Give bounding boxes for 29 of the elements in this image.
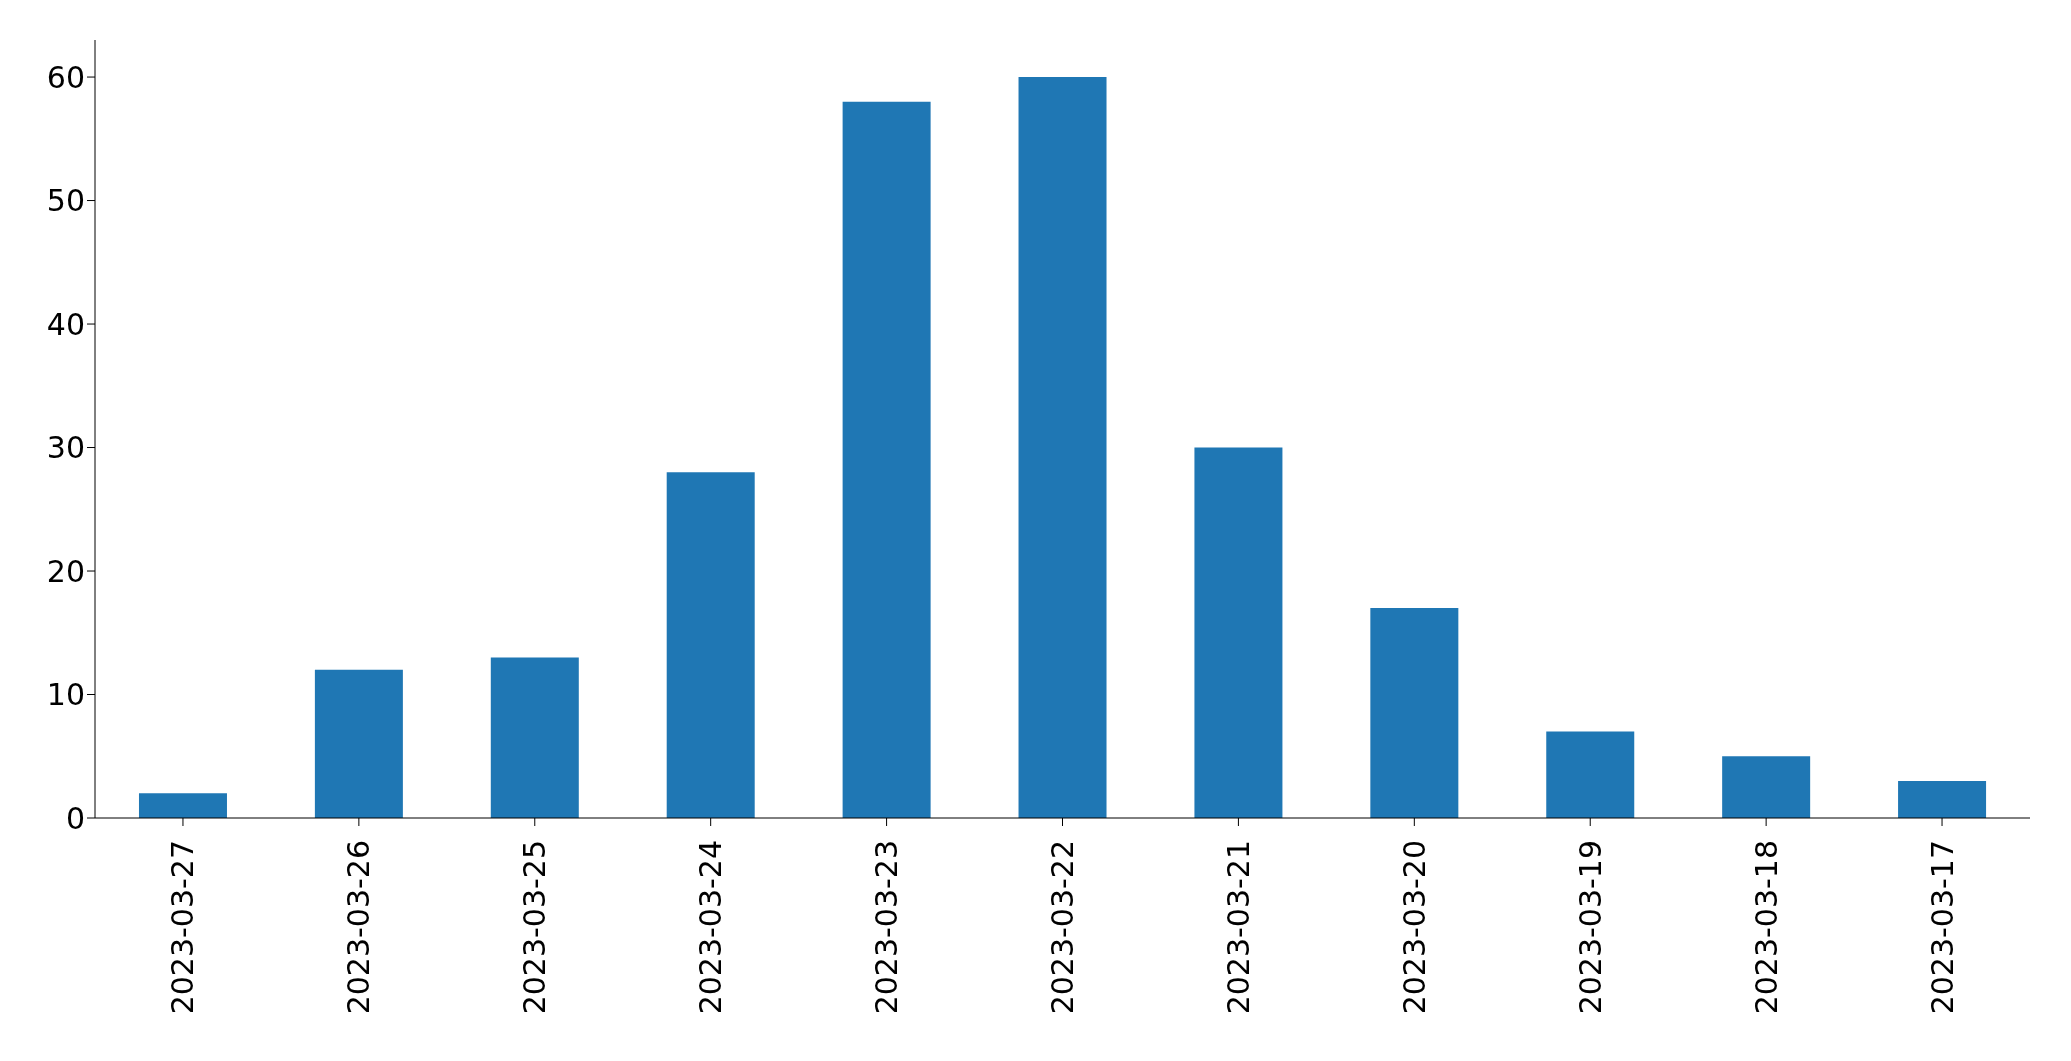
bar <box>1194 447 1283 818</box>
y-tick-label: 50 <box>46 183 85 219</box>
x-tick-label: 2023-03-27 <box>165 840 201 1015</box>
bar <box>1898 780 1987 818</box>
y-tick-label: 30 <box>46 430 85 466</box>
bar <box>490 657 579 818</box>
x-tick-label: 2023-03-24 <box>693 840 729 1015</box>
x-tick-label: 2023-03-22 <box>1045 840 1080 1015</box>
bar <box>1722 756 1811 818</box>
bar <box>1018 77 1107 818</box>
x-tick-label: 2023-03-25 <box>517 840 553 1015</box>
x-tick-label: 2023-03-26 <box>341 840 377 1015</box>
x-tick-label: 2023-03-19 <box>1572 840 1608 1015</box>
bar <box>138 793 227 818</box>
x-tick-label: 2023-03-23 <box>869 840 905 1015</box>
y-tick-label: 40 <box>46 306 85 342</box>
x-tick-label: 2023-03-20 <box>1396 840 1432 1015</box>
bar <box>1370 608 1459 818</box>
bar <box>666 472 755 818</box>
y-tick-label: 0 <box>65 800 85 836</box>
y-tick-label: 20 <box>46 553 85 589</box>
bar <box>1546 731 1635 818</box>
bar <box>314 669 403 818</box>
y-tick-label: 60 <box>46 59 85 95</box>
x-tick-label: 2023-03-17 <box>1924 840 1960 1015</box>
y-tick-label: 10 <box>46 677 85 713</box>
x-tick-label: 2023-03-18 <box>1748 840 1784 1015</box>
bar <box>842 101 931 818</box>
x-tick-label: 2023-03-21 <box>1220 840 1256 1015</box>
